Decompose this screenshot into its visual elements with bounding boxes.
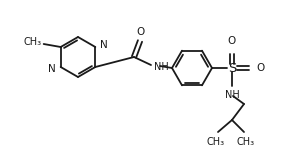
Text: O: O: [137, 27, 145, 37]
Text: CH₃: CH₃: [207, 137, 225, 147]
Text: NH: NH: [225, 90, 239, 100]
Text: N: N: [100, 40, 108, 50]
Text: N: N: [48, 64, 56, 74]
Text: S: S: [228, 62, 236, 75]
Text: O: O: [256, 63, 264, 73]
Text: O: O: [228, 36, 236, 46]
Text: CH₃: CH₃: [237, 137, 255, 147]
Text: CH₃: CH₃: [24, 37, 42, 47]
Text: NH: NH: [154, 62, 169, 72]
